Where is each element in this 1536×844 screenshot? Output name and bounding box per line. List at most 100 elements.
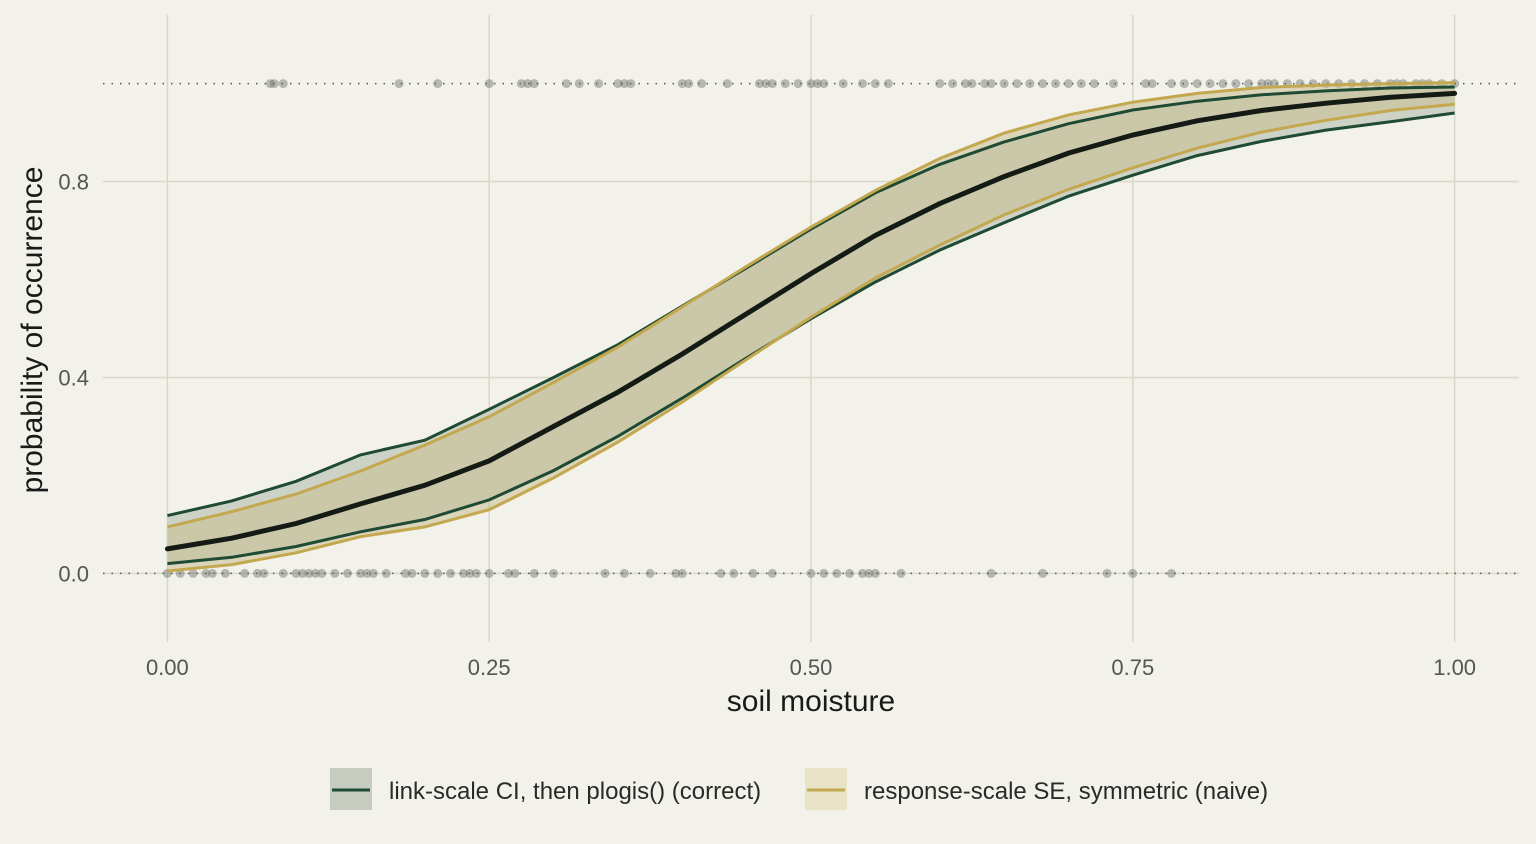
- observation-point: [626, 79, 636, 89]
- observation-point: [310, 568, 320, 578]
- observation-point: [1141, 79, 1151, 89]
- observation-point: [471, 568, 481, 578]
- y-tick-label: 0.8: [58, 170, 89, 195]
- observation-point: [767, 568, 777, 578]
- x-tick-label: 0.00: [146, 655, 189, 680]
- observation-point: [503, 568, 513, 578]
- observation-point: [394, 79, 404, 89]
- observation-point: [574, 79, 584, 89]
- observation-point: [980, 79, 990, 89]
- observation-point: [645, 568, 655, 578]
- observation-point: [671, 568, 681, 578]
- observation-point: [845, 568, 855, 578]
- observation-point: [722, 79, 732, 89]
- observation-point: [458, 568, 468, 578]
- observation-point: [870, 568, 880, 578]
- observation-point: [1128, 568, 1138, 578]
- response-scale-upper-line: [167, 81, 1455, 529]
- observation-point: [529, 568, 539, 578]
- legend-label-link-scale: link-scale CI, then plogis() (correct): [389, 778, 761, 805]
- observation-point: [259, 568, 269, 578]
- confidence-bounds: [167, 81, 1455, 573]
- observation-point: [1051, 79, 1061, 89]
- legend: link-scale CI, then plogis() (correct) r…: [330, 768, 1268, 810]
- observation-point: [986, 568, 996, 578]
- observation-point: [1102, 568, 1112, 578]
- observation-point: [401, 568, 411, 578]
- observation-point: [870, 79, 880, 89]
- observation-point: [780, 79, 790, 89]
- x-tick-label: 0.25: [468, 655, 511, 680]
- fit-line-group: [164, 90, 1458, 552]
- observation-point: [433, 79, 443, 89]
- observation-point: [298, 568, 308, 578]
- observation-point: [1109, 79, 1119, 89]
- observation-point: [269, 79, 279, 89]
- observation-point: [819, 568, 829, 578]
- observation-point: [240, 568, 250, 578]
- observation-point: [317, 568, 327, 578]
- observation-point: [793, 79, 803, 89]
- observation-point: [188, 568, 198, 578]
- fit-line: [164, 90, 1458, 552]
- observation-point: [1257, 79, 1267, 89]
- observation-point: [999, 79, 1009, 89]
- observation-point: [1192, 79, 1202, 89]
- observation-point: [304, 568, 314, 578]
- observation-point: [343, 568, 353, 578]
- observation-point: [677, 79, 687, 89]
- y-tick-labels: 0.0 0.4 0.8: [58, 170, 89, 587]
- observation-point: [1038, 79, 1048, 89]
- observation-point: [510, 568, 520, 578]
- observation-point: [613, 79, 623, 89]
- observation-point: [549, 568, 559, 578]
- x-tick-labels: 0.00 0.25 0.50 0.75 1.00: [146, 655, 1476, 680]
- observation-point: [523, 79, 533, 89]
- observation-point: [1025, 79, 1035, 89]
- observation-point: [330, 568, 340, 578]
- observation-point: [767, 79, 777, 89]
- observation-point: [729, 568, 739, 578]
- observation-point: [381, 568, 391, 578]
- observation-point: [1231, 79, 1241, 89]
- observation-point: [806, 79, 816, 89]
- observation-point: [864, 568, 874, 578]
- observation-point: [1012, 79, 1022, 89]
- observation-point: [697, 79, 707, 89]
- y-tick-label: 0.0: [58, 561, 89, 586]
- observation-point: [1166, 568, 1176, 578]
- link-scale-upper-line: [167, 85, 1455, 518]
- y-axis-title: probability of occurrence: [16, 167, 49, 494]
- observation-point: [857, 568, 867, 578]
- observation-point: [1205, 79, 1215, 89]
- observation-point: [600, 568, 610, 578]
- x-tick-label: 0.50: [790, 655, 833, 680]
- response-scale-lower-line: [167, 102, 1455, 573]
- observation-point: [561, 79, 571, 89]
- observation-point: [355, 568, 365, 578]
- observation-point: [278, 568, 288, 578]
- observation-point: [362, 568, 372, 578]
- observation-point: [755, 79, 765, 89]
- legend-item-response-scale[interactable]: response-scale SE, symmetric (naive): [805, 768, 1268, 810]
- observation-point: [1244, 79, 1254, 89]
- legend-item-link-scale[interactable]: link-scale CI, then plogis() (correct): [330, 768, 761, 810]
- observation-point: [967, 79, 977, 89]
- observation-point: [1076, 79, 1086, 89]
- observation-point: [883, 79, 893, 89]
- observation-point: [1038, 568, 1048, 578]
- observation-point: [201, 568, 211, 578]
- observation-point: [935, 79, 945, 89]
- observation-point: [484, 568, 494, 578]
- observation-point: [207, 568, 217, 578]
- observation-point: [484, 79, 494, 89]
- observation-point: [516, 79, 526, 89]
- observation-point: [812, 79, 822, 89]
- x-tick-label: 0.75: [1111, 655, 1154, 680]
- observation-point: [1063, 79, 1073, 89]
- legend-label-response-scale: response-scale SE, symmetric (naive): [864, 778, 1268, 805]
- observation-point: [819, 79, 829, 89]
- observation-point: [278, 79, 288, 89]
- observation-point: [684, 79, 694, 89]
- observation-point: [465, 568, 475, 578]
